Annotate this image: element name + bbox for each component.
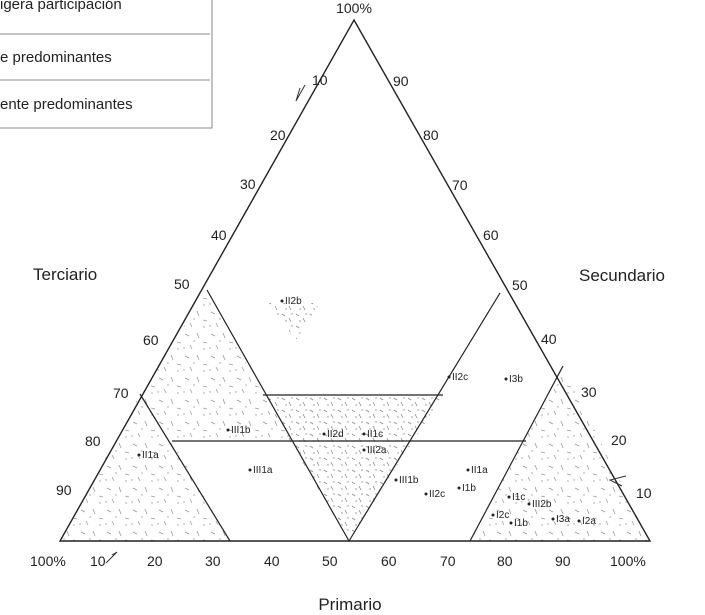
legend-item-predominant: e predominantes: [0, 49, 112, 66]
data-point-marker: [507, 495, 511, 499]
left-tick-label: 60: [143, 332, 159, 348]
boundary-line: [469, 365, 564, 542]
data-point-label: II1a: [142, 450, 159, 461]
region-upper-center: [268, 303, 320, 340]
arrow-icon: [295, 84, 306, 102]
data-point-label: II2c: [429, 489, 445, 500]
data-point-label: I1b: [462, 483, 476, 494]
left-tick-label: 80: [85, 433, 101, 449]
data-point-marker: [424, 492, 428, 496]
data-point-marker: [280, 299, 284, 303]
triangle-outline: [58, 18, 652, 542]
data-point-marker: [248, 468, 252, 472]
right-tick-label: 70: [452, 177, 468, 193]
data-point-marker: [491, 513, 495, 517]
bottom-tick-label: 50: [322, 553, 338, 569]
data-point-marker: [466, 468, 470, 472]
left-tick-label: 10: [312, 72, 328, 88]
data-point-label: II2c: [452, 372, 468, 383]
bottom-tick-label: 80: [497, 553, 513, 569]
right-tick-label: 20: [611, 432, 627, 448]
data-point-marker: [509, 521, 513, 525]
data-point-marker: [322, 432, 326, 436]
data-point-label: III1a: [253, 465, 273, 476]
bottom-tick-label: 90: [555, 553, 571, 569]
arrow-icon: [105, 551, 118, 564]
data-point-marker: [362, 448, 366, 452]
data-point-marker: [527, 502, 531, 506]
region-left-trapezoid: [140, 290, 295, 441]
bottom-axis-ticks: 100% 10 20 30 40 50 60 70 80 90 100%: [30, 553, 646, 569]
shaded-regions: [60, 290, 650, 541]
boundary-line: [206, 289, 350, 542]
data-point-marker: [504, 377, 508, 381]
data-point-label: III1b: [231, 425, 251, 436]
left-tick-label: 40: [211, 227, 227, 243]
data-point-marker: [551, 517, 555, 521]
right-tick-label: 50: [512, 277, 528, 293]
right-tick-label: 90: [393, 73, 409, 89]
right-tick-label: 60: [483, 227, 499, 243]
point-labels: II2b II2c I3b III1b II2d II1c III2a II1a III1a II…: [137, 296, 596, 529]
right-axis-title: Secundario: [579, 266, 665, 285]
data-point-label: II1c: [367, 429, 383, 440]
left-tick-label: 20: [270, 127, 286, 143]
bottom-tick-label: 100%: [610, 553, 646, 569]
right-axis-ticks: 90 80 70 60 50 40 30 20 10: [393, 73, 652, 501]
data-point-marker: [137, 453, 141, 457]
data-point-label: III2a: [367, 445, 387, 456]
data-point-label: I3a: [556, 514, 570, 525]
region-right-corner: [470, 366, 650, 541]
data-point-label: I1c: [512, 492, 525, 503]
axis-arrows: [105, 84, 627, 564]
boundary-line: [139, 393, 231, 542]
arrow-icon: [608, 475, 627, 487]
data-point-marker: [457, 486, 461, 490]
data-point-marker: [577, 519, 581, 523]
left-tick-label: 90: [56, 482, 72, 498]
legend-item-strongly-predominant: ente predominantes: [0, 96, 133, 113]
data-point-marker: [447, 375, 451, 379]
bottom-axis-title: Primario: [318, 595, 381, 614]
region-center-triangle: [263, 395, 443, 541]
region-boundaries: [139, 289, 564, 542]
data-point-label: I3b: [509, 374, 523, 385]
left-tick-label: 70: [113, 385, 129, 401]
data-point-marker: [362, 432, 366, 436]
data-point-label: I1b: [514, 518, 528, 529]
right-tick-label: 30: [581, 384, 597, 400]
data-point-label: II2b: [285, 296, 302, 307]
legend: igera participación e predominantes ente…: [0, 0, 213, 129]
legend-frame: [0, 0, 213, 129]
bottom-tick-label: 100%: [30, 553, 66, 569]
bottom-tick-label: 10: [90, 553, 106, 569]
bottom-tick-label: 20: [147, 553, 163, 569]
bottom-tick-label: 30: [205, 553, 221, 569]
region-left-corner: [60, 394, 230, 541]
data-point-label: III2b: [532, 499, 552, 510]
data-point-marker: [394, 478, 398, 482]
legend-item-light: igera participación: [0, 0, 122, 13]
data-point-label: III1b: [399, 475, 419, 486]
data-point-label: I2a: [582, 516, 596, 527]
left-tick-label: 50: [174, 276, 190, 292]
left-tick-label: 30: [240, 176, 256, 192]
bottom-tick-label: 60: [381, 553, 397, 569]
apex-label: 100%: [336, 0, 372, 16]
data-point-marker: [226, 428, 230, 432]
bottom-tick-label: 70: [440, 553, 456, 569]
data-point-label: II1a: [471, 465, 488, 476]
bottom-tick-label: 40: [264, 553, 280, 569]
left-axis-title: Terciario: [33, 265, 97, 284]
right-tick-label: 80: [423, 127, 439, 143]
left-axis-ticks: 10 20 30 40 50 60 70 80 90: [56, 72, 328, 498]
data-point-label: II2d: [327, 429, 344, 440]
boundary-line: [348, 292, 501, 542]
right-tick-label: 10: [636, 485, 652, 501]
data-point-label: I2c: [496, 510, 509, 521]
right-tick-label: 40: [541, 331, 557, 347]
